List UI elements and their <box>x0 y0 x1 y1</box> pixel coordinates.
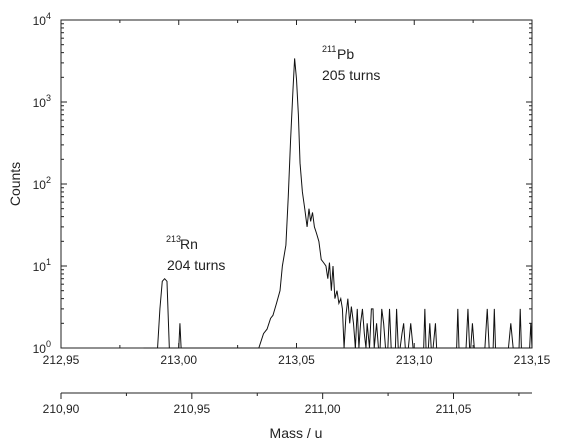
annotation-rn-turns: 204 turns <box>167 257 225 273</box>
annotation-pb: 211 Pb 205 turns <box>322 44 380 83</box>
series-line <box>143 58 533 349</box>
annotation-pb-symbol: Pb <box>337 46 354 62</box>
annotation-rn: 213 Rn 204 turns <box>166 234 225 273</box>
lower-x-tick-label: 210,95 <box>173 402 210 416</box>
y-tick-label: 102 <box>33 175 51 192</box>
lower-x-axis-ticks: 210,90 210,95 211,00 211,05 <box>43 393 520 416</box>
lower-x-tick-label: 210,90 <box>43 402 80 416</box>
y-tick-label: 100 <box>33 339 51 356</box>
annotation-pb-mass: 211 <box>322 44 336 54</box>
y-tick-label: 104 <box>33 11 51 28</box>
y-tick-label: 101 <box>33 257 51 274</box>
tick-labels: 212,95 213,00 213,05 213,10 213,15 100 101 102 1… <box>33 11 551 367</box>
x-tick-label: 213,00 <box>160 353 197 367</box>
annotation-pb-turns: 205 turns <box>322 67 380 83</box>
annotation-rn-mass: 213 <box>166 234 181 244</box>
x-tick-label: 213,15 <box>514 353 551 367</box>
lower-x-tick-label: 211,05 <box>436 402 472 416</box>
annotation-rn-symbol: Rn <box>180 236 198 252</box>
plot-frame <box>60 19 533 349</box>
axis-ticks <box>60 19 533 349</box>
y-axis-title: Counts <box>7 162 23 206</box>
y-tick-label: 103 <box>33 93 51 110</box>
x-tick-label: 213,10 <box>396 353 433 367</box>
x-tick-label: 212,95 <box>43 353 80 367</box>
x-axis-title: Mass / u <box>270 425 323 441</box>
x-tick-label: 213,05 <box>278 353 315 367</box>
lower-x-tick-label: 211,00 <box>305 402 341 416</box>
